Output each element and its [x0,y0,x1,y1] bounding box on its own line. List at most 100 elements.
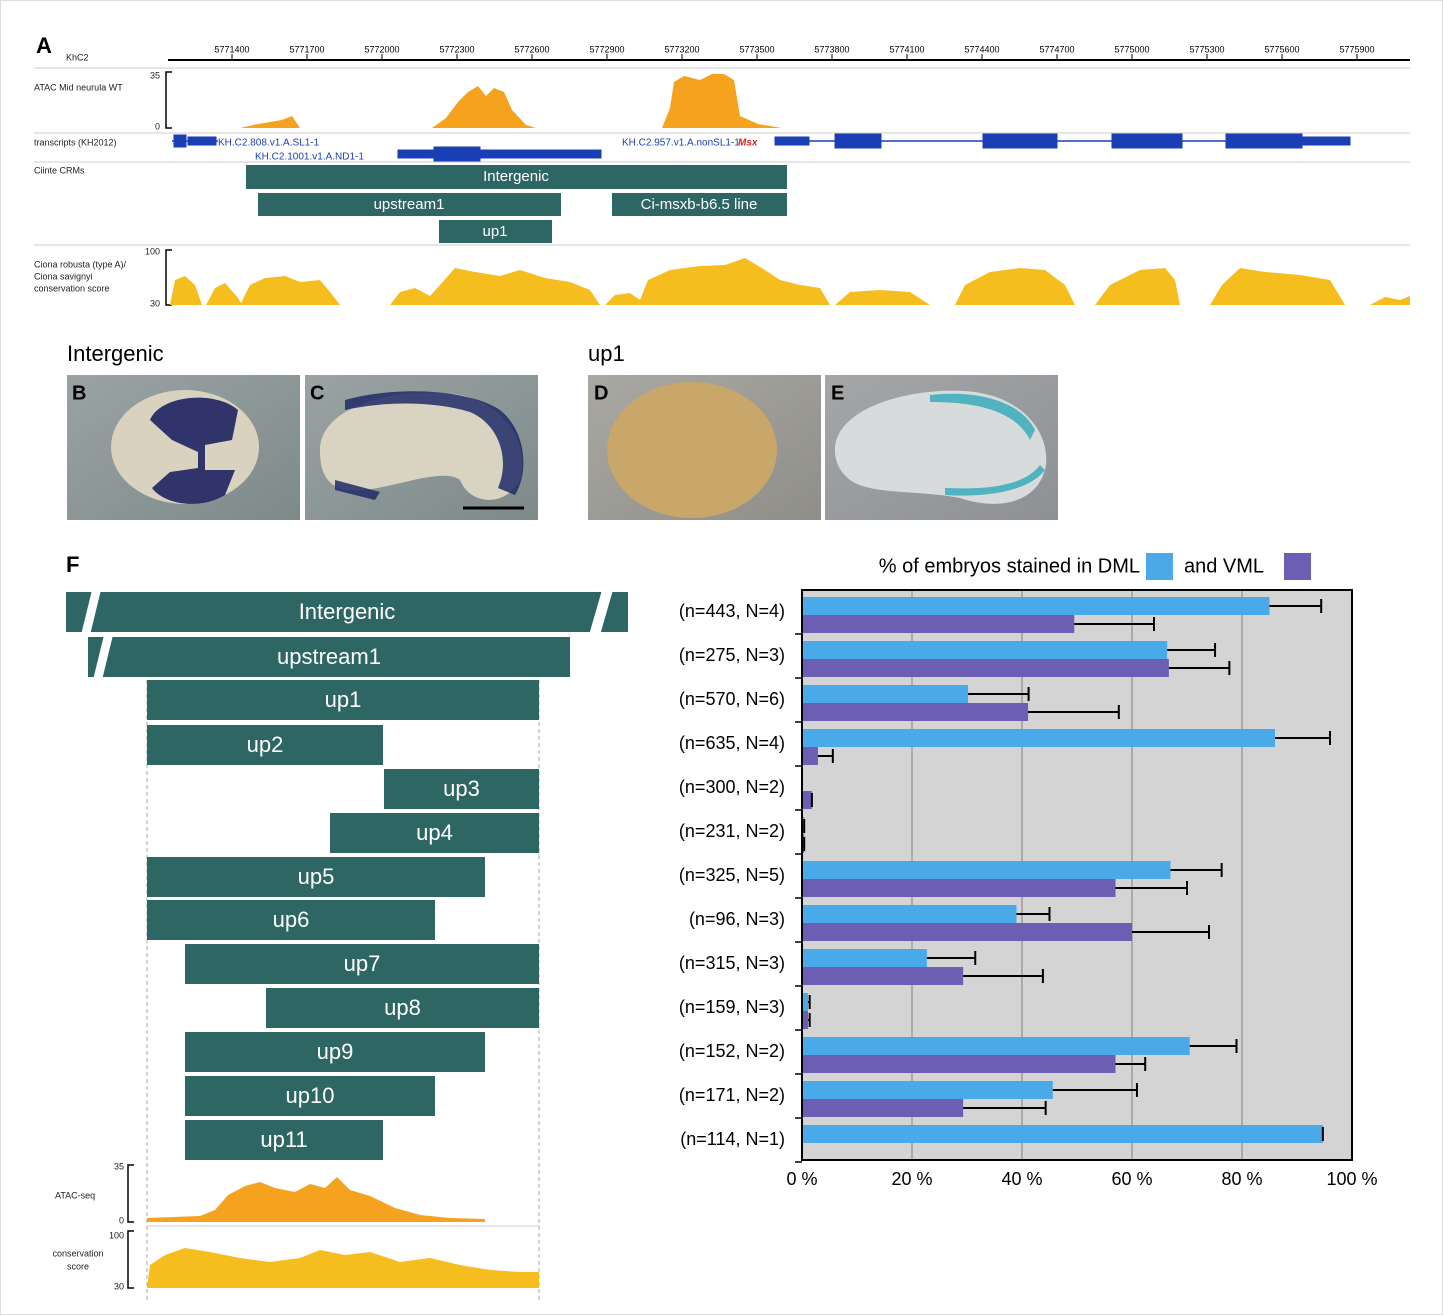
ruler-label: 5773500 [739,44,774,54]
ruler-label: 5772600 [514,44,549,54]
bar [802,729,1275,747]
construct-label: upstream1 [277,644,381,669]
category-label: (n=300, N=2) [679,777,785,797]
crm-label: Intergenic [483,168,549,185]
ruler-label: 5772000 [364,44,399,54]
construct-label: up11 [260,1127,307,1152]
category-label: (n=96, N=3) [689,909,785,929]
legend-label: and VML [1184,555,1264,577]
ruler-label: 5774100 [889,44,924,54]
track-axis [128,1165,134,1222]
category-label: (n=171, N=2) [679,1085,785,1105]
atac-signal [147,1177,485,1222]
track-name: transcripts (KH2012) [34,137,117,147]
atac-signal [172,74,782,128]
category-label: (n=570, N=6) [679,689,785,709]
category-label: (n=231, N=2) [679,821,785,841]
bar [802,861,1171,879]
ruler-label: 5772300 [439,44,474,54]
category-label: (n=152, N=2) [679,1041,785,1061]
track-min: 0 [155,121,160,131]
x-tick-label: 80 % [1221,1169,1262,1189]
construct-label: up9 [317,1039,354,1064]
track-min: 30 [114,1281,124,1291]
track-name: conservation score [34,283,110,293]
x-tick-label: 20 % [891,1169,932,1189]
chromosome: KhC2 [66,52,89,62]
construct-label: up3 [443,776,480,801]
track-axis [166,250,172,305]
x-tick-label: 40 % [1001,1169,1042,1189]
constructs: Intergenicupstream1up1up2up3up4up5up6up7… [66,590,628,1160]
bar [802,659,1169,677]
bar [802,949,927,967]
category-label: (n=635, N=4) [679,733,785,753]
ruler-label: 5774700 [1039,44,1074,54]
ruler-label: 5772900 [589,44,624,54]
track-name: score [67,1261,89,1271]
bar [802,703,1028,721]
construct-label: up2 [247,732,284,757]
track-name: conservation [52,1248,103,1258]
ruler-label: 5775600 [1264,44,1299,54]
track-name: ATAC-seq [55,1190,95,1200]
conservation-signal [147,1248,539,1288]
embryo [607,382,777,518]
track-max: 35 [150,70,160,80]
category-label: (n=443, N=4) [679,601,785,621]
ruler-label: 5771700 [289,44,324,54]
ruler-label: 5775000 [1114,44,1149,54]
construct-label: up7 [344,951,381,976]
ruler-label: 5773200 [664,44,699,54]
construct-label: up6 [273,907,310,932]
track-axis [128,1231,134,1288]
construct-label: up5 [298,864,335,889]
panel-label: C [310,382,324,404]
x-tick-label: 0 % [786,1169,817,1189]
panel-label: D [594,382,608,404]
track-name: Ciona savignyi [34,271,93,281]
category-label: (n=159, N=3) [679,997,785,1017]
transcript-label: KH.C2.957.v1.A.nonSL1-1 [622,138,740,149]
bar [802,879,1116,897]
track-name: ATAC Mid neurula WT [34,82,123,92]
ruler-label: 5773800 [814,44,849,54]
x-tick-label: 60 % [1111,1169,1152,1189]
gene-name: Msx [738,138,758,149]
figure: A KhC2 ATAC Mid neurula WT 35 0 transcri… [0,0,1443,1315]
bar [802,597,1270,615]
transcript-label: KH.C2.808.v1.A.SL1-1 [218,138,320,149]
bar [802,967,963,985]
bar [802,923,1132,941]
track-name: Ciinte CRMs [34,165,85,175]
ruler-label: 5771400 [214,44,249,54]
ruler-label: 5775900 [1339,44,1374,54]
track-max: 100 [145,246,160,256]
category-label: (n=325, N=5) [679,865,785,885]
bar [802,685,968,703]
crm-label: Ci-msxb-b6.5 line [641,196,758,213]
construct-label: up8 [384,995,421,1020]
bar [802,747,818,765]
construct-label: up1 [325,687,362,712]
track-max: 35 [114,1161,124,1171]
legend-swatch [1284,553,1311,580]
crm-label: up1 [482,223,507,240]
panel-label: A [36,33,52,58]
category-label: (n=315, N=3) [679,953,785,973]
bar [802,641,1167,659]
x-tick-label: 100 % [1326,1169,1377,1189]
ruler-label: 5775300 [1189,44,1224,54]
crm-label: upstream1 [374,196,445,213]
legend-label: % of embryos stained in DML [879,555,1140,577]
bar [802,1055,1116,1073]
category-label: (n=275, N=3) [679,645,785,665]
track-max: 100 [109,1230,124,1240]
construct-label: up4 [416,820,453,845]
track-name: Ciona robusta (type A)/ [34,259,127,269]
image-group-title: up1 [588,341,625,366]
image-group-title: Intergenic [67,341,164,366]
page: A KhC2 ATAC Mid neurula WT 35 0 transcri… [0,0,1443,1315]
panel-label: B [72,382,86,404]
bar [802,1037,1190,1055]
